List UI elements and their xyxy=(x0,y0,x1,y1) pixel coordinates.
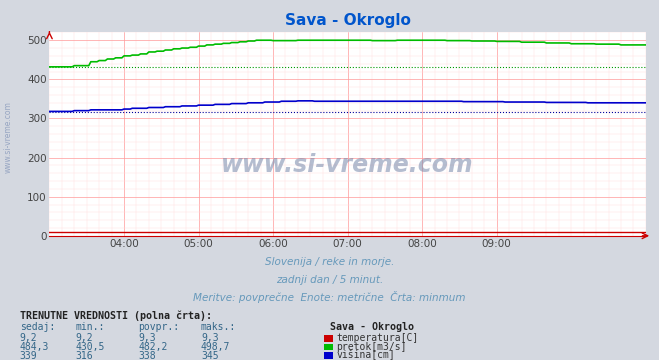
Text: Slovenija / reke in morje.: Slovenija / reke in morje. xyxy=(265,257,394,267)
Text: pretok[m3/s]: pretok[m3/s] xyxy=(336,342,407,352)
Text: 338: 338 xyxy=(138,351,156,360)
Text: 9,2: 9,2 xyxy=(20,333,38,343)
Text: 498,7: 498,7 xyxy=(201,342,231,352)
Text: povpr.:: povpr.: xyxy=(138,323,179,333)
Text: zadnji dan / 5 minut.: zadnji dan / 5 minut. xyxy=(276,275,383,285)
Text: višina[cm]: višina[cm] xyxy=(336,350,395,360)
Text: min.:: min.: xyxy=(76,323,105,333)
Title: Sava - Okroglo: Sava - Okroglo xyxy=(285,13,411,28)
Text: 9,3: 9,3 xyxy=(138,333,156,343)
Text: 482,2: 482,2 xyxy=(138,342,168,352)
Text: 316: 316 xyxy=(76,351,94,360)
Text: TRENUTNE VREDNOSTI (polna črta):: TRENUTNE VREDNOSTI (polna črta): xyxy=(20,310,212,321)
Text: Sava - Okroglo: Sava - Okroglo xyxy=(330,323,413,333)
Text: maks.:: maks.: xyxy=(201,323,236,333)
Text: 339: 339 xyxy=(20,351,38,360)
Text: 9,3: 9,3 xyxy=(201,333,219,343)
Text: 430,5: 430,5 xyxy=(76,342,105,352)
Text: 484,3: 484,3 xyxy=(20,342,49,352)
Text: Meritve: povprečne  Enote: metrične  Črta: minmum: Meritve: povprečne Enote: metrične Črta:… xyxy=(193,291,466,303)
Text: 345: 345 xyxy=(201,351,219,360)
Text: temperatura[C]: temperatura[C] xyxy=(336,333,418,343)
Text: sedaj:: sedaj: xyxy=(20,323,55,333)
Text: www.si-vreme.com: www.si-vreme.com xyxy=(221,153,474,177)
Text: 9,2: 9,2 xyxy=(76,333,94,343)
Text: www.si-vreme.com: www.si-vreme.com xyxy=(3,101,13,173)
